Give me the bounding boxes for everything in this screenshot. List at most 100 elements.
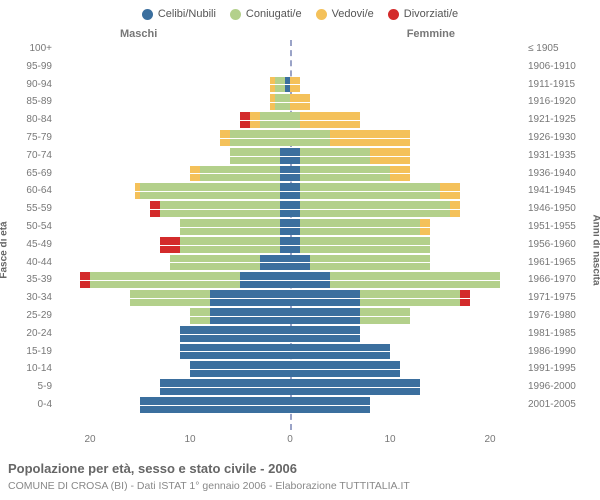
age-label: 100+ xyxy=(0,40,55,58)
label-males: Maschi xyxy=(120,28,157,40)
row-gridline xyxy=(60,280,520,281)
age-label: 65-69 xyxy=(0,165,55,183)
row-gridline xyxy=(60,138,520,139)
chart-area xyxy=(60,40,520,430)
birth-label: 1911-1915 xyxy=(525,76,600,94)
row-gridline xyxy=(60,316,520,317)
pyramid-row xyxy=(60,396,520,414)
age-labels: 100+95-9990-9485-8980-8475-7970-7465-696… xyxy=(0,40,55,430)
age-label: 85-89 xyxy=(0,93,55,111)
birth-label: 1946-1950 xyxy=(525,200,600,218)
birth-label: 1991-1995 xyxy=(525,360,600,378)
age-label: 0-4 xyxy=(0,396,55,414)
row-gridline xyxy=(60,262,520,263)
pyramid-row xyxy=(60,343,520,361)
birth-label: 1971-1975 xyxy=(525,289,600,307)
birth-label: 1966-1970 xyxy=(525,271,600,289)
x-tick: 0 xyxy=(287,434,293,445)
pyramid-row xyxy=(60,325,520,343)
x-tick: 10 xyxy=(184,434,195,445)
pyramid-row xyxy=(60,76,520,94)
legend-item: Vedovi/e xyxy=(316,8,374,20)
row-gridline xyxy=(60,298,520,299)
age-label: 40-44 xyxy=(0,254,55,272)
birth-label: 1956-1960 xyxy=(525,236,600,254)
legend-label: Celibi/Nubili xyxy=(158,8,216,20)
age-label: 95-99 xyxy=(0,58,55,76)
pyramid-row xyxy=(60,129,520,147)
birth-label: ≤ 1905 xyxy=(525,40,600,58)
birth-label: 1931-1935 xyxy=(525,147,600,165)
legend: Celibi/Nubili Coniugati/e Vedovi/e Divorzia… xyxy=(0,0,600,24)
legend-item: Divorziati/e xyxy=(388,8,458,20)
legend-item: Celibi/Nubili xyxy=(142,8,216,20)
legend-swatch xyxy=(316,9,327,20)
label-females: Femmine xyxy=(407,28,455,40)
birth-label: 1981-1985 xyxy=(525,325,600,343)
row-gridline xyxy=(60,49,520,50)
row-gridline xyxy=(60,387,520,388)
row-gridline xyxy=(60,120,520,121)
birth-label: 2001-2005 xyxy=(525,396,600,414)
age-label: 10-14 xyxy=(0,360,55,378)
row-gridline xyxy=(60,209,520,210)
pyramid-row xyxy=(60,236,520,254)
row-gridline xyxy=(60,227,520,228)
pyramid-row xyxy=(60,289,520,307)
pyramid-row xyxy=(60,218,520,236)
age-label: 55-59 xyxy=(0,200,55,218)
age-label: 45-49 xyxy=(0,236,55,254)
row-gridline xyxy=(60,245,520,246)
age-label: 70-74 xyxy=(0,147,55,165)
pyramid-chart: Celibi/Nubili Coniugati/e Vedovi/e Divorzia… xyxy=(0,0,600,500)
legend-swatch xyxy=(230,9,241,20)
birth-label: 1906-1910 xyxy=(525,58,600,76)
legend-label: Coniugati/e xyxy=(246,8,302,20)
birth-label: 1936-1940 xyxy=(525,165,600,183)
age-label: 90-94 xyxy=(0,76,55,94)
age-label: 50-54 xyxy=(0,218,55,236)
birth-label: 1961-1965 xyxy=(525,254,600,272)
age-label: 15-19 xyxy=(0,343,55,361)
birth-label: 1951-1955 xyxy=(525,218,600,236)
birth-label: 1921-1925 xyxy=(525,111,600,129)
pyramid-row xyxy=(60,307,520,325)
row-gridline xyxy=(60,405,520,406)
age-label: 30-34 xyxy=(0,289,55,307)
legend-label: Vedovi/e xyxy=(332,8,374,20)
age-label: 20-24 xyxy=(0,325,55,343)
birth-label: 1941-1945 xyxy=(525,182,600,200)
pyramid-row xyxy=(60,58,520,76)
legend-swatch xyxy=(142,9,153,20)
legend-swatch xyxy=(388,9,399,20)
age-label: 75-79 xyxy=(0,129,55,147)
pyramid-row xyxy=(60,165,520,183)
row-gridline xyxy=(60,173,520,174)
x-tick: 10 xyxy=(384,434,395,445)
row-gridline xyxy=(60,156,520,157)
pyramid-row xyxy=(60,360,520,378)
row-gridline xyxy=(60,351,520,352)
birth-label: 1926-1930 xyxy=(525,129,600,147)
row-gridline xyxy=(60,191,520,192)
row-gridline xyxy=(60,84,520,85)
birth-labels: ≤ 19051906-19101911-19151916-19201921-19… xyxy=(525,40,600,430)
x-axis: 201001020 xyxy=(60,434,520,448)
pyramid-row xyxy=(60,182,520,200)
birth-label: 1916-1920 xyxy=(525,93,600,111)
legend-label: Divorziati/e xyxy=(404,8,458,20)
birth-label: 1986-1990 xyxy=(525,343,600,361)
pyramid-row xyxy=(60,378,520,396)
legend-item: Coniugati/e xyxy=(230,8,302,20)
age-label: 80-84 xyxy=(0,111,55,129)
age-label: 5-9 xyxy=(0,378,55,396)
age-label: 35-39 xyxy=(0,271,55,289)
birth-label: 1976-1980 xyxy=(525,307,600,325)
pyramid-row xyxy=(60,200,520,218)
row-gridline xyxy=(60,67,520,68)
age-label: 25-29 xyxy=(0,307,55,325)
pyramid-row xyxy=(60,93,520,111)
x-tick: 20 xyxy=(84,434,95,445)
age-label: 60-64 xyxy=(0,182,55,200)
pyramid-row xyxy=(60,40,520,58)
